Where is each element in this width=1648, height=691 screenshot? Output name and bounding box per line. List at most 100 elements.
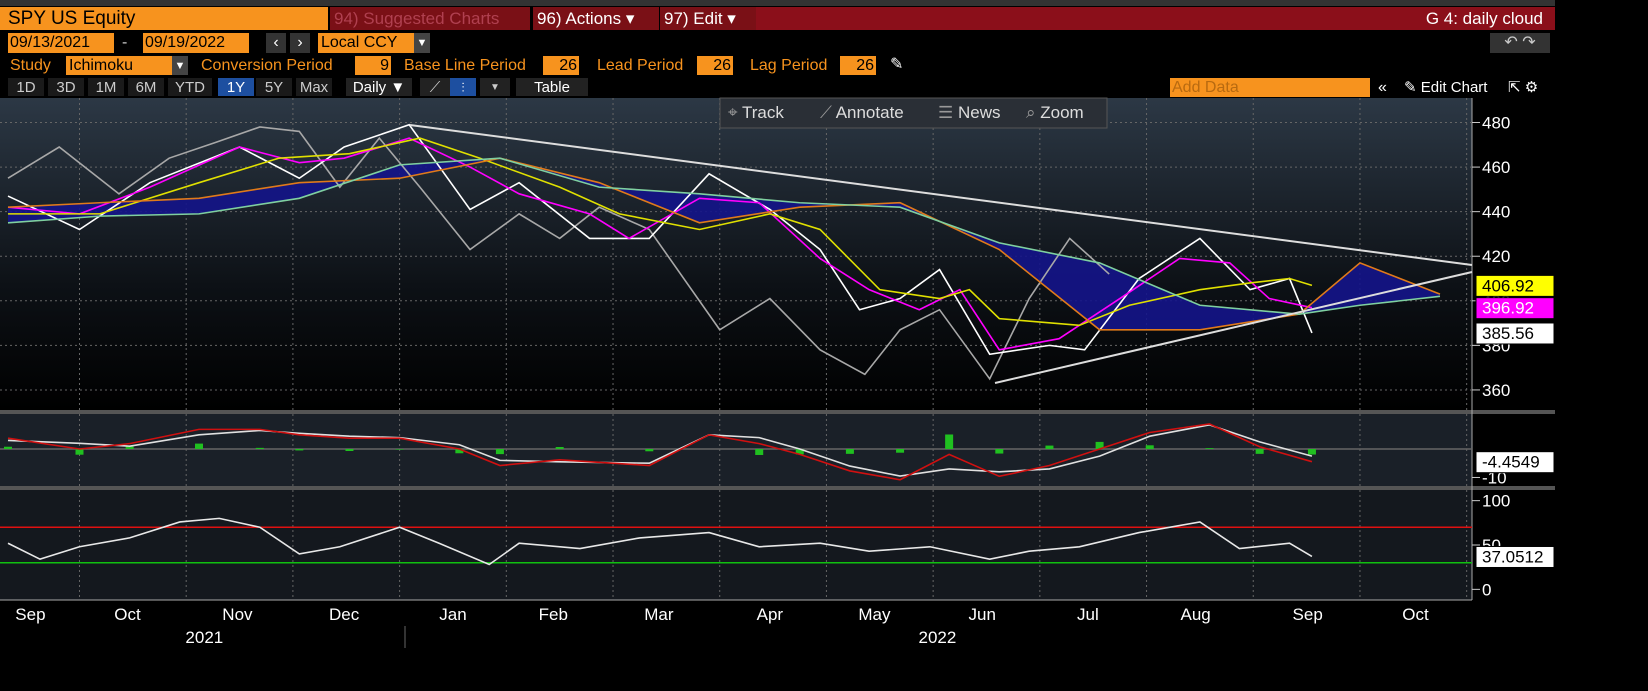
range-button[interactable]: 1D [8, 78, 44, 96]
range-button[interactable]: Max [296, 78, 332, 96]
next-button[interactable]: › [290, 33, 310, 53]
tool-button[interactable]: ⟋ Annotate [820, 102, 904, 124]
actions-menu[interactable]: 96) Actions ▾ [533, 7, 659, 30]
y-tick-label: 0 [1482, 580, 1491, 599]
param-label: Lag Period [750, 57, 828, 74]
end-date[interactable]: 09/19/2022 [143, 33, 249, 53]
start-date[interactable]: 09/13/2021 [8, 33, 114, 53]
study-dropdown[interactable]: ▼ [172, 56, 188, 75]
series-line [7, 123, 1313, 356]
last-value-label: 396.92 [1482, 299, 1534, 318]
x-tick-label: Oct [1402, 605, 1429, 624]
tool-button[interactable]: ⌖ Track [728, 102, 784, 124]
histogram-bar [455, 449, 464, 454]
y-tick-label: 440 [1482, 203, 1510, 222]
histogram-bar [945, 434, 954, 450]
study[interactable]: Ichimoku [66, 56, 173, 75]
year-label: 2021 [185, 628, 223, 647]
x-tick-label: Jul [1077, 605, 1099, 624]
divider [0, 486, 1555, 490]
histogram-bar [995, 449, 1004, 454]
tool-icon: ⟋ [820, 103, 836, 122]
param-value[interactable]: 9 [355, 56, 391, 75]
last-value-label: -4.4549 [1482, 453, 1540, 472]
series-line [7, 157, 1441, 331]
param-label: Conversion Period [201, 57, 333, 74]
histogram-bar [295, 449, 304, 451]
trendline [409, 124, 1473, 266]
x-tick-label: Oct [114, 605, 141, 624]
x-tick-label: Mar [644, 605, 674, 624]
tool-label[interactable]: Annotate [835, 103, 904, 122]
range-button[interactable]: 1Y [218, 78, 254, 96]
histogram-bar [395, 449, 404, 450]
histogram-bar [1045, 445, 1054, 450]
x-tick-label: Feb [539, 605, 568, 624]
histogram-bar [555, 447, 564, 450]
histogram-bar [1145, 445, 1154, 450]
range-button[interactable]: 5Y [256, 78, 292, 96]
param-value[interactable]: 26 [543, 56, 579, 75]
x-tick-label: Jan [439, 605, 466, 624]
collapse-icon[interactable]: « [1378, 79, 1387, 96]
currency-dropdown[interactable]: ▼ [414, 33, 430, 53]
line-icon[interactable]: ⟋ [420, 78, 450, 96]
table-button[interactable]: Table [516, 78, 588, 96]
year-label: 2022 [918, 628, 956, 647]
histogram-bar [1255, 449, 1264, 454]
param-value[interactable]: 26 [697, 56, 733, 75]
tool-label[interactable]: Track [742, 103, 784, 122]
range-button[interactable]: YTD [168, 78, 212, 96]
histogram-bar [195, 443, 204, 450]
page-title: G 4: daily cloud [756, 7, 1555, 30]
main-panel [0, 98, 1472, 410]
settings-icons[interactable]: ⇱ ⚙ [1508, 79, 1539, 96]
range-button[interactable]: 1M [88, 78, 124, 96]
param-label: Lead Period [597, 57, 684, 74]
tool-button[interactable]: ⌕ Zoom [1026, 102, 1084, 124]
y-tick-label: 480 [1482, 114, 1510, 133]
tool-icon: ☰ [938, 103, 958, 122]
undo-redo[interactable]: ↶ ↷ [1490, 33, 1550, 53]
histogram-bar [1307, 449, 1316, 455]
edit-menu[interactable]: 97) Edit ▾ [660, 7, 756, 30]
y-tick-label: 460 [1482, 158, 1510, 177]
range-button[interactable]: 6M [128, 78, 164, 96]
suggested-charts[interactable]: 94) Suggested Charts [330, 7, 530, 30]
x-tick-label: Sep [15, 605, 45, 624]
prev-button[interactable]: ‹ [266, 33, 286, 53]
frequency[interactable]: Daily ▼ [346, 78, 412, 96]
histogram-bar [896, 449, 905, 453]
tool-bar [719, 97, 1108, 129]
add-data[interactable]: Add Data [1170, 78, 1370, 97]
x-tick-label: Aug [1181, 605, 1211, 624]
last-value-label: 385.56 [1482, 324, 1534, 343]
last-value-box [1475, 451, 1555, 474]
edit-chart-label[interactable]: Edit Chart [1420, 79, 1488, 96]
y-tick-label: 420 [1482, 247, 1510, 266]
tool-label[interactable]: Zoom [1040, 103, 1084, 122]
histogram-bar [645, 449, 654, 452]
param-label: Base Line Period [404, 57, 526, 74]
series-line [7, 157, 1441, 315]
currency[interactable]: Local CCY [318, 33, 415, 53]
last-value-box [1475, 322, 1555, 345]
x-tick-label: Apr [757, 605, 784, 624]
range-button[interactable]: 3D [48, 78, 84, 96]
pencil-icon[interactable]: ✎ [890, 56, 904, 73]
histogram-bar [845, 449, 854, 454]
divider [0, 410, 1555, 414]
security[interactable]: SPY US Equity [0, 7, 328, 30]
bar-icon[interactable]: ⫶ [450, 78, 476, 96]
tool-label[interactable]: News [957, 103, 1001, 122]
edit-chart[interactable]: ✎ Edit Chart [1404, 79, 1488, 96]
chart-dropdown[interactable]: ▼ [480, 78, 510, 96]
y-tick-label: -10 [1482, 468, 1507, 487]
series-line [7, 137, 1313, 351]
tool-button[interactable]: ☰ News [938, 102, 1000, 124]
rsi-panel [0, 490, 1472, 600]
histogram-bar [75, 449, 84, 455]
param-value[interactable]: 26 [840, 56, 876, 75]
histogram-bar [755, 449, 764, 455]
